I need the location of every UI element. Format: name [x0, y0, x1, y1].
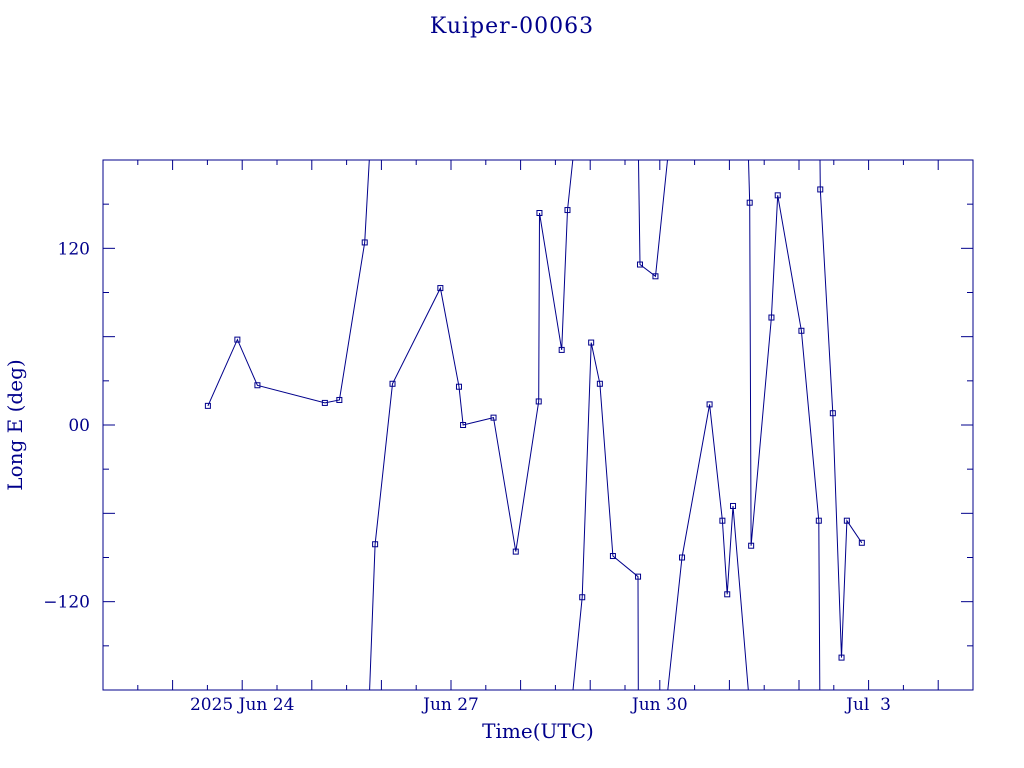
y-tick-label: 00: [68, 416, 90, 436]
chart-title: Kuiper-00063: [429, 14, 595, 39]
data-point: [204, 402, 211, 409]
series-line: [572, 342, 639, 691]
x-tick-label: 2025 Jun 24: [190, 695, 294, 715]
data-point: [361, 239, 368, 246]
data-point: [596, 380, 603, 387]
data-point: [843, 517, 850, 524]
data-point: [437, 285, 444, 292]
series-layer: [204, 159, 865, 691]
series-line: [207, 159, 370, 407]
series-line: [819, 159, 863, 658]
y-axis-label: Long E (deg): [3, 359, 27, 490]
x-tick-labels: 2025 Jun 24 Jun 27 Jun 30 Jul 3: [190, 695, 891, 715]
data-point: [719, 517, 726, 524]
series-line: [748, 159, 821, 691]
data-point: [588, 339, 595, 346]
series-line: [667, 404, 749, 691]
data-point: [817, 186, 824, 193]
x-axis-label: Time(UTC): [482, 719, 594, 743]
data-point: [774, 192, 781, 199]
data-point: [372, 541, 379, 548]
data-point: [455, 383, 462, 390]
data-point: [829, 410, 836, 417]
data-point: [679, 554, 686, 561]
data-point: [635, 573, 642, 580]
x-tick-label: Jul 3: [844, 695, 891, 715]
data-point: [652, 273, 659, 280]
data-point: [321, 399, 328, 406]
data-point: [535, 398, 542, 405]
plot-frame: [102, 159, 974, 691]
x-tick-label: Jun 30: [630, 695, 688, 715]
data-point: [512, 548, 519, 555]
data-point: [579, 594, 586, 601]
data-point: [234, 336, 241, 343]
axis-ticks: [102, 159, 974, 691]
y-tick-labels: 120 00 −120: [43, 239, 90, 612]
data-point: [858, 539, 865, 546]
data-point: [490, 414, 497, 421]
data-point: [748, 542, 755, 549]
data-point: [536, 210, 543, 216]
y-tick-label: 120: [58, 239, 90, 259]
data-point: [389, 380, 396, 387]
data-point: [768, 314, 775, 321]
data-point: [609, 553, 616, 560]
data-point: [724, 591, 731, 598]
data-point: [838, 654, 845, 661]
data-point: [730, 502, 737, 509]
data-point: [636, 261, 643, 268]
data-point: [815, 517, 822, 524]
data-point: [798, 327, 805, 334]
x-tick-label: Jun 27: [421, 695, 479, 715]
data-point: [336, 396, 343, 403]
data-point: [460, 422, 467, 428]
y-tick-label: −120: [43, 593, 90, 613]
data-point: [254, 382, 261, 389]
data-point: [706, 401, 713, 408]
series-line: [638, 159, 668, 278]
series-line: [369, 159, 574, 691]
data-point: [746, 199, 753, 206]
data-point: [558, 346, 565, 353]
data-point: [564, 207, 571, 214]
